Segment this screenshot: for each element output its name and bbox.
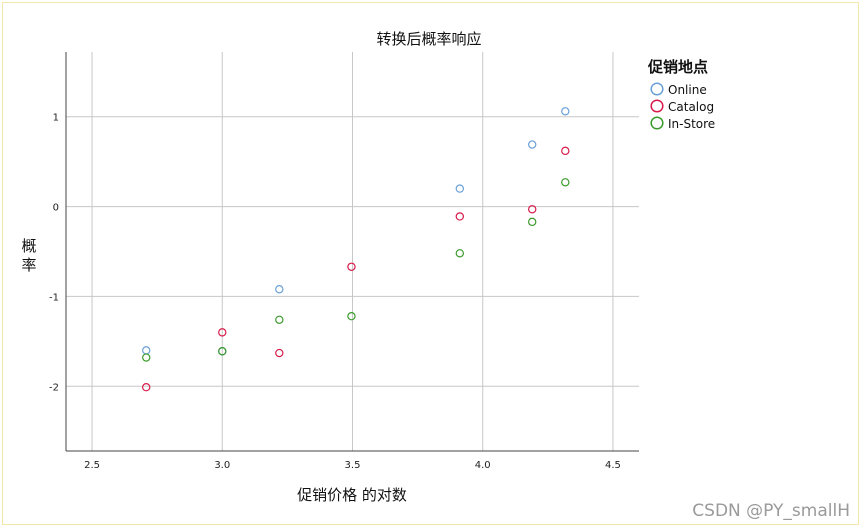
legend-label: Catalog xyxy=(668,100,714,114)
legend-label: Online xyxy=(668,83,707,97)
legend-marker xyxy=(650,99,664,113)
y-tick-label: 0 xyxy=(53,203,59,214)
grid-layer xyxy=(66,52,639,451)
legend-marker xyxy=(650,82,664,96)
scatter-point-online xyxy=(561,107,570,116)
scatter-point-catalog xyxy=(528,205,537,214)
watermark: CSDN @PY_smallH xyxy=(692,501,850,521)
x-tick-label: 3.5 xyxy=(345,460,361,471)
scatter-point-catalog xyxy=(347,262,356,271)
x-tick-label: 4.0 xyxy=(475,460,491,471)
scatter-point-in-store xyxy=(561,178,570,187)
y-axis-title-char: 概 xyxy=(21,237,36,255)
legend-marker xyxy=(650,116,664,130)
chart-frame xyxy=(2,2,859,525)
scatter-point-online xyxy=(528,140,537,149)
scatter-point-catalog xyxy=(275,348,284,358)
axis-layer xyxy=(65,52,639,452)
y-tick-label: -1 xyxy=(49,292,59,303)
scatter-point-in-store xyxy=(142,353,151,362)
legend-title: 促销地点 xyxy=(647,58,708,76)
scatter-point-catalog xyxy=(218,328,227,337)
x-tick-label: 2.5 xyxy=(84,460,100,471)
scatter-point-catalog xyxy=(455,212,465,221)
scatter-point-online xyxy=(275,285,284,294)
scatter-point-in-store xyxy=(528,217,537,227)
y-tick-label: -2 xyxy=(49,382,59,393)
scatter-point-in-store xyxy=(455,249,465,258)
x-tick-label: 4.5 xyxy=(605,460,621,471)
scatter-point-in-store xyxy=(275,315,284,324)
y-tick-label: 1 xyxy=(53,113,59,124)
scatter-point-online xyxy=(142,346,151,355)
scatter-point-catalog xyxy=(142,382,151,392)
legend-label: In-Store xyxy=(668,117,715,131)
scatter-point-online xyxy=(455,184,465,193)
x-axis-title: 促销价格 的对数 xyxy=(297,486,407,504)
scatter-point-in-store xyxy=(218,347,227,356)
x-tick-label: 3.0 xyxy=(214,460,230,471)
y-axis-title-char: 率 xyxy=(21,256,36,274)
legend-items: Online Catalog In-Store xyxy=(650,82,715,131)
chart-title: 转换后概率响应 xyxy=(376,30,481,48)
legend: 促销地点 Online Catalog In-Store xyxy=(647,58,715,131)
tick-label-layer: 2.5 3.0 3.5 4.0 4.5 1 0 -1 -2 xyxy=(49,113,621,471)
point-layer xyxy=(142,107,570,392)
scatter-point-catalog xyxy=(561,146,570,156)
scatter-point-in-store xyxy=(347,312,356,321)
y-axis-title: 概率 xyxy=(21,237,36,274)
